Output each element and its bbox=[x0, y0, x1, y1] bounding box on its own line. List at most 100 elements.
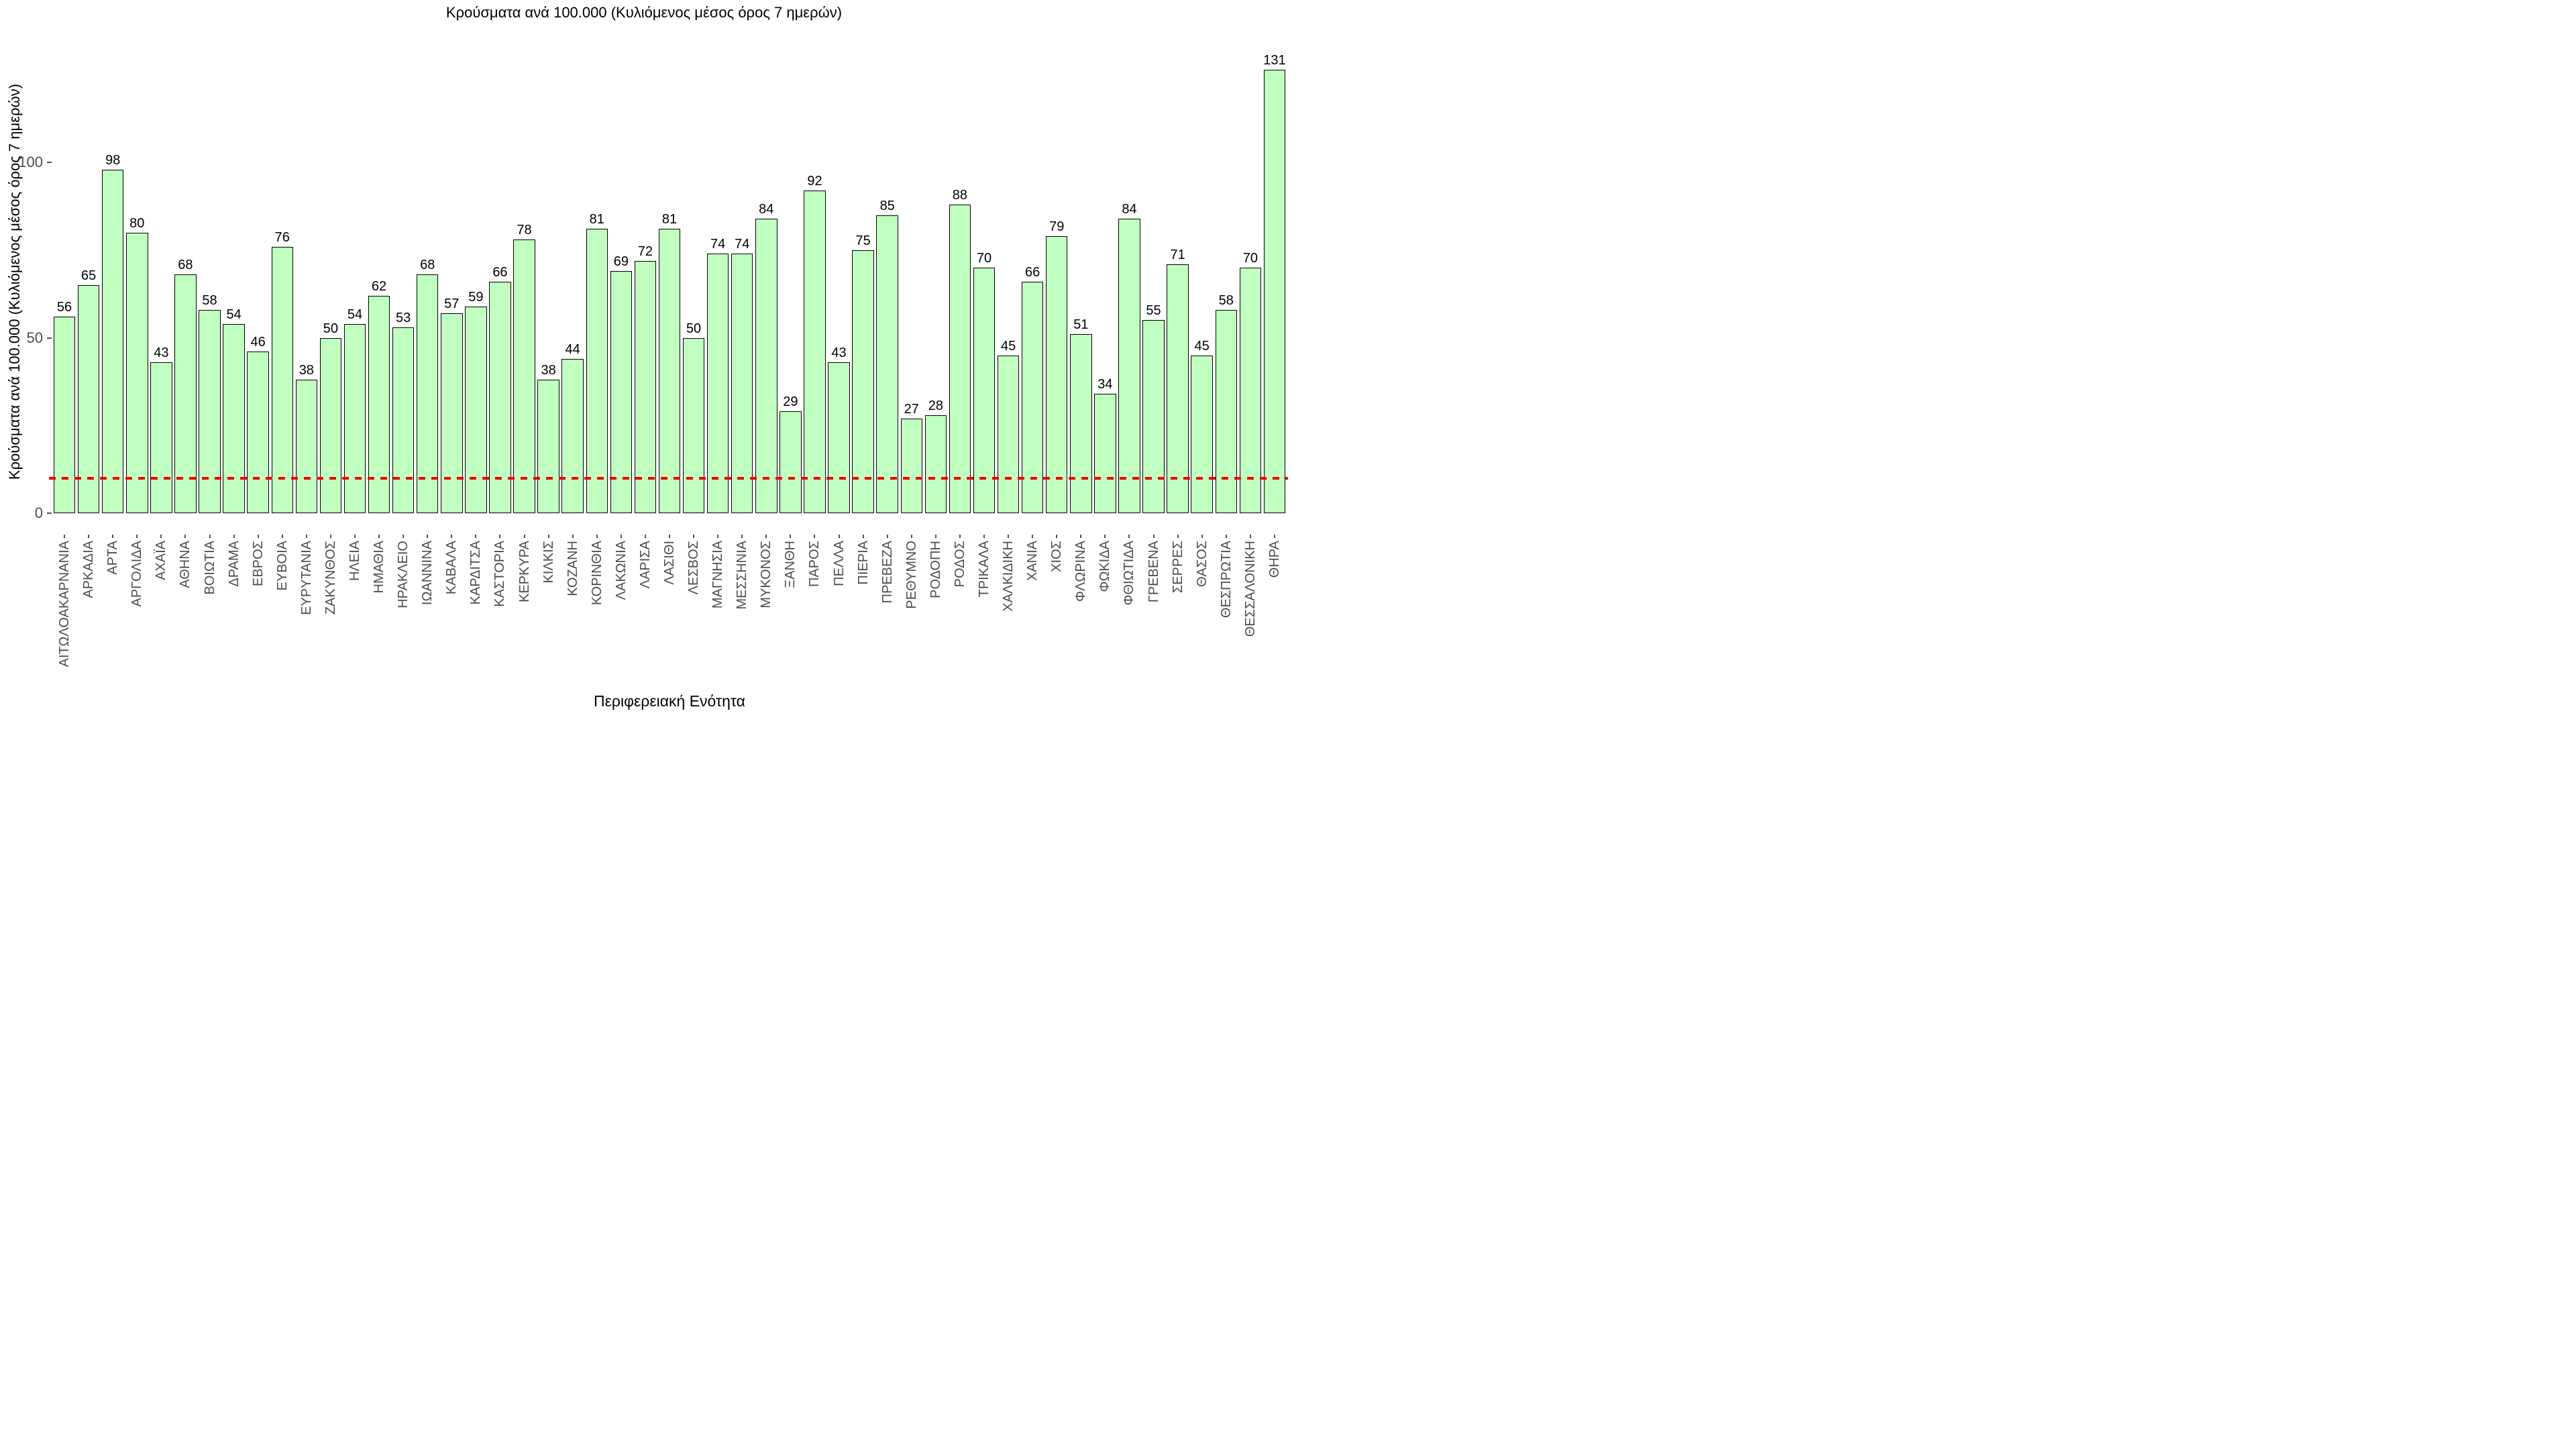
x-category: ΜΑΓΝΗΣΙΑ bbox=[706, 535, 730, 608]
bar bbox=[247, 352, 269, 513]
bar-group: 84 bbox=[1117, 54, 1141, 513]
x-category-label: ΗΡΑΚΛΕΙΟ bbox=[396, 541, 411, 608]
bar bbox=[900, 418, 922, 513]
x-tick-mark bbox=[233, 535, 235, 538]
bar-group: 34 bbox=[1093, 54, 1117, 513]
bar-group: 72 bbox=[633, 54, 657, 513]
x-category-label: ΛΑΡΙΣΑ bbox=[637, 541, 653, 589]
x-category-label: ΓΡΕΒΕΝΑ bbox=[1146, 541, 1161, 603]
x-category: ΔΡΑΜΑ bbox=[222, 535, 246, 587]
x-category-label: ΛΑΚΩΝΙΑ bbox=[613, 541, 629, 600]
bar-value-label: 98 bbox=[105, 152, 121, 168]
bar bbox=[634, 260, 657, 513]
bar-value-label: 66 bbox=[492, 264, 508, 280]
x-category: ΛΑΚΩΝΙΑ bbox=[609, 535, 633, 600]
x-category-label: ΘΑΣΟΣ bbox=[1194, 541, 1210, 587]
bar-value-label: 58 bbox=[202, 292, 217, 308]
bar bbox=[1070, 334, 1092, 513]
bar bbox=[537, 380, 559, 513]
bar bbox=[489, 281, 511, 513]
x-category-label: ΒΟΙΩΤΙΑ bbox=[202, 541, 217, 595]
x-category-label: ΠΙΕΡΙΑ bbox=[855, 541, 871, 585]
x-tick-mark bbox=[1008, 535, 1010, 538]
bar bbox=[804, 190, 826, 513]
x-category-label: ΙΩΑΝΝΙΝΑ bbox=[420, 541, 435, 606]
bar-group: 70 bbox=[972, 54, 996, 513]
x-category: ΖΑΚΥΝΘΟΣ bbox=[319, 535, 343, 614]
bar bbox=[465, 306, 487, 513]
x-category-label: ΤΡΙΚΑΛΑ bbox=[977, 541, 991, 598]
bar-value-label: 68 bbox=[420, 258, 435, 273]
x-category-label: ΠΡΕΒΕΖΑ bbox=[879, 541, 895, 604]
x-category-label: ΣΕΡΡΕΣ bbox=[1170, 541, 1185, 594]
y-tick-label: 100 bbox=[18, 154, 43, 171]
x-category: ΜΥΚΟΝΟΣ bbox=[754, 535, 778, 608]
y-tick-mark bbox=[47, 162, 52, 164]
bar bbox=[1239, 267, 1262, 513]
bar-group: 50 bbox=[319, 54, 343, 513]
x-category-label: ΧΙΟΣ bbox=[1049, 541, 1065, 572]
bar bbox=[973, 267, 996, 513]
x-category: ΚΕΡΚΥΡΑ bbox=[512, 535, 536, 602]
threshold-line bbox=[49, 476, 1288, 480]
bar-value-label: 44 bbox=[565, 341, 580, 357]
bar bbox=[513, 239, 535, 513]
x-category-label: ΡΕΘΥΜΝΟ bbox=[904, 541, 919, 609]
x-category-label: ΜΕΣΣΗΝΙΑ bbox=[735, 541, 750, 610]
bar-value-label: 74 bbox=[735, 237, 750, 252]
bar-value-label: 66 bbox=[1025, 264, 1040, 280]
x-category: ΧΑΝΙΑ bbox=[1020, 535, 1044, 581]
bar bbox=[101, 169, 124, 513]
bar-value-label: 54 bbox=[226, 307, 241, 322]
bar-value-label: 45 bbox=[1000, 338, 1016, 354]
bar bbox=[392, 327, 415, 513]
bar bbox=[1021, 281, 1044, 513]
x-category: ΗΡΑΚΛΕΙΟ bbox=[391, 535, 415, 608]
bar-value-label: 79 bbox=[1049, 219, 1065, 234]
plot-area: 56 65 98 80 43 68 58 54 46 76 38 50 54 62 53 68 57 59 66 78… bbox=[52, 54, 1287, 513]
x-category-label: ΦΛΩΡΙΝΑ bbox=[1073, 541, 1089, 602]
bar-group: 74 bbox=[730, 54, 754, 513]
x-tick-mark bbox=[378, 535, 380, 538]
bar-value-label: 78 bbox=[517, 223, 532, 238]
x-category: ΗΛΕΙΑ bbox=[343, 535, 367, 581]
bar bbox=[343, 323, 366, 513]
x-tick-mark bbox=[572, 535, 574, 538]
x-category: ΑΡΤΑ bbox=[101, 535, 125, 575]
bar-value-label: 75 bbox=[855, 233, 871, 248]
bar-group: 50 bbox=[682, 54, 706, 513]
bar bbox=[416, 274, 439, 513]
bar-group: 81 bbox=[585, 54, 609, 513]
bar-chart: Κρούσματα ανά 100.000 (Κυλιόμενος μέσος … bbox=[0, 0, 1288, 724]
x-tick-mark bbox=[354, 535, 356, 538]
bar-value-label: 81 bbox=[661, 212, 678, 227]
bar-value-label: 38 bbox=[299, 363, 314, 378]
bar-group: 66 bbox=[1020, 54, 1044, 513]
bar bbox=[53, 317, 76, 513]
bar-group: 56 bbox=[52, 54, 76, 513]
x-category: ΡΕΘΥΜΝΟ bbox=[900, 535, 924, 609]
y-tick-label: 50 bbox=[26, 329, 43, 346]
x-tick-mark bbox=[427, 535, 429, 538]
bar bbox=[997, 355, 1020, 513]
bar bbox=[924, 415, 947, 513]
x-category: ΞΑΝΘΗ bbox=[778, 535, 802, 588]
x-category-label: ΚΟΡΙΝΘΙΑ bbox=[589, 541, 604, 606]
bar bbox=[1167, 264, 1189, 513]
bar-value-label: 57 bbox=[444, 296, 460, 311]
bar-group: 53 bbox=[391, 54, 415, 513]
x-category: ΑΡΓΟΛΙΔΑ bbox=[125, 535, 149, 607]
x-category: ΘΑΣΟΣ bbox=[1190, 535, 1214, 587]
bar bbox=[295, 380, 318, 513]
x-category: ΗΜΑΘΙΑ bbox=[367, 535, 391, 593]
bar bbox=[949, 204, 971, 513]
y-axis-title: Κρούσματα ανά 100.000 (Κυλιόμενος μέσος … bbox=[6, 83, 23, 480]
x-tick-mark bbox=[160, 535, 162, 538]
x-category-label: ΧΑΝΙΑ bbox=[1025, 541, 1040, 582]
x-category-label: ΘΗΡΑ bbox=[1267, 541, 1282, 578]
x-tick-mark bbox=[184, 535, 186, 538]
x-tick-mark bbox=[644, 535, 646, 538]
bar-value-label: 88 bbox=[952, 187, 968, 203]
x-tick-mark bbox=[523, 535, 525, 538]
y-tick-label: 0 bbox=[34, 504, 43, 521]
